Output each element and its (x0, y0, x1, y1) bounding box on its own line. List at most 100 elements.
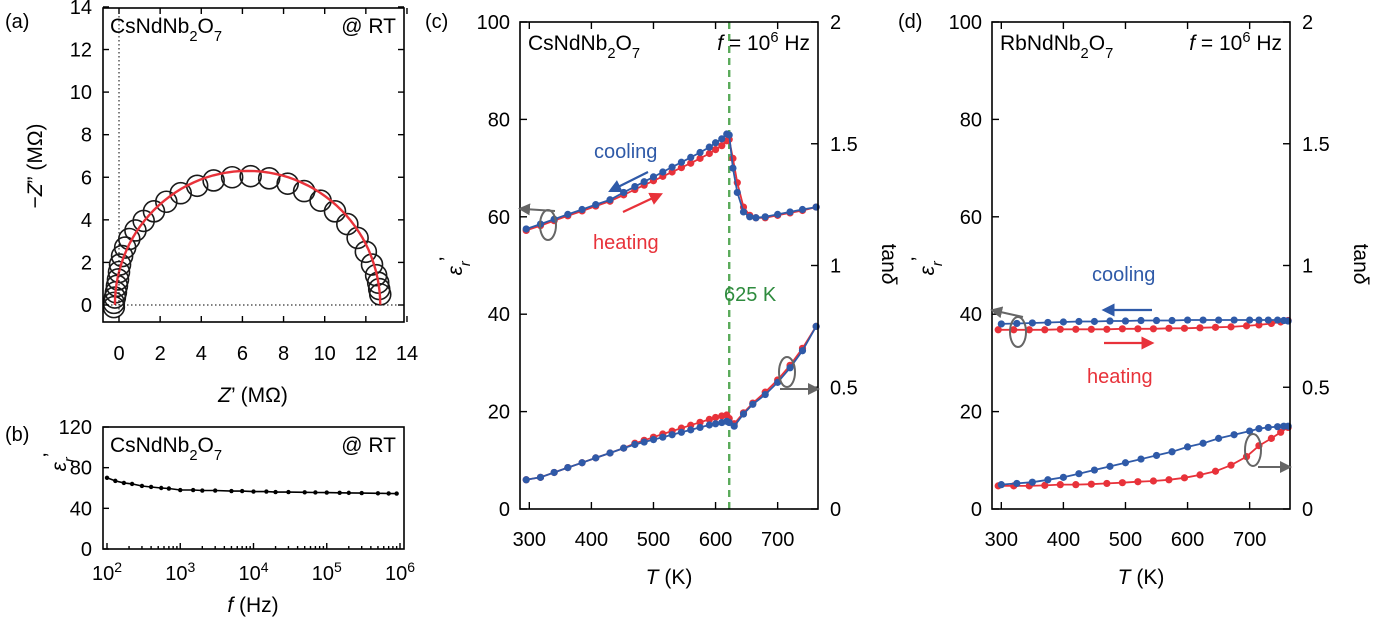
panel-d-letter: (d) (898, 11, 922, 33)
panel-d-cooling-point (1264, 423, 1272, 432)
panel-b-point (386, 491, 391, 496)
panel-c-ytick-left-label: 0 (499, 499, 510, 521)
panel-d-ytick-left-label: 60 (960, 207, 982, 229)
panel-d-left-axis-arrow (990, 306, 1024, 319)
panel-d-heating-label: heating (1087, 366, 1153, 388)
panel-d-ticks: 300 400 500 600 700 0 20 40 60 80 100 0 0.5 1 1.5 2 (949, 12, 1330, 551)
panel-d: 300 400 500 600 700 0 20 40 60 80 100 0 0.5 1 1.5 2 (d)… (898, 11, 1372, 589)
panel-d-xtick-label: 400 (1047, 529, 1080, 551)
panel-b-point (313, 490, 318, 495)
panel-b-point (200, 488, 205, 493)
panel-d-cooling-left-line (1001, 319, 1289, 325)
panel-c-letter: (c) (425, 11, 448, 33)
panel-d-cooling-point (1028, 319, 1036, 327)
panel-b-point (190, 487, 196, 493)
panel-c-cooling-point (687, 426, 695, 434)
panel-c-heating-point (696, 154, 704, 162)
panel-c-cooling-point (592, 454, 600, 462)
panel-a-point (346, 226, 369, 250)
panel-a-condition-label: @ RT (341, 15, 396, 38)
panel-c-ticks: 300 400 500 600 700 0 20 40 60 80 100 0 0.5 1 1.5 2 (477, 12, 858, 551)
panel-b-point (302, 490, 307, 495)
panel-d-cooling-point (1075, 317, 1083, 326)
panel-c-heating-point (705, 415, 713, 423)
panel-a-point (257, 167, 281, 190)
panel-c-frequency-label: f = 106 Hz (717, 30, 810, 55)
panel-c-xtick-label: 400 (575, 529, 608, 551)
panel-d-cooling-point (1090, 466, 1099, 474)
panel-d-heating-point (1149, 477, 1158, 485)
panel-c-ytick-right-label: 2 (830, 12, 841, 34)
panel-c-cooling-point (631, 440, 639, 449)
panel-d-sample-label: RbNdNb2O7 (1000, 32, 1113, 62)
panel-b-point (104, 475, 110, 481)
panel-d-cooling-point (1013, 479, 1021, 488)
panel-c-cooling-point (705, 421, 713, 429)
panel-d-ytick-right-label: 0.5 (1302, 377, 1330, 399)
panel-c-ylabel-left: εr’ (436, 257, 474, 276)
panel-c-xtick-label: 300 (513, 529, 546, 551)
panel-d-heating-point (1118, 325, 1126, 333)
panel-a-ytick-label: 4 (81, 210, 92, 232)
panel-c-cooling-point (620, 188, 628, 197)
panel-b-point (178, 487, 183, 493)
panel-d-cooling-point (1168, 448, 1176, 456)
panel-d-cooling-point (1230, 431, 1238, 439)
panel-b-point (273, 489, 278, 495)
panel-c-transition-label: 625 K (724, 284, 777, 306)
panel-a-point (220, 165, 244, 189)
panel-b-point (394, 491, 399, 496)
panel-b-point (286, 489, 291, 495)
panel-c-heating-point (711, 413, 720, 422)
panel-a-ytick-label: 8 (81, 125, 92, 147)
panel-c-ytick-left-label: 100 (477, 12, 510, 34)
panel-a-point (366, 271, 390, 294)
panel-d-cooling-point (1255, 316, 1263, 324)
panel-d-heating-point (1025, 326, 1033, 334)
panel-d-cooling-point (997, 320, 1005, 328)
panel-d-xtick-label: 500 (1109, 529, 1142, 551)
panel-c-cooling-point (696, 423, 704, 432)
panel-d-ytick-left-label: 40 (960, 304, 982, 326)
panel-d-heating-point (1165, 476, 1173, 484)
panel-c-cooling-point (606, 449, 614, 457)
panel-d-cooling-right-line (1001, 425, 1289, 486)
panel-c-cooling-point (677, 428, 686, 436)
panel-d-heating-point (1196, 471, 1204, 479)
panel-c-ylabel-right: tanδ (877, 244, 900, 285)
panel-d-cooling-point (1273, 316, 1282, 324)
panel-d-left-axis-marker (1009, 316, 1027, 348)
panel-d-heating-point (1056, 325, 1064, 333)
panel-a-xtick-label: 2 (155, 343, 166, 365)
panel-c-ytick-right-label: 0.5 (830, 377, 858, 399)
panel-d-cooling-point (1059, 318, 1067, 326)
panel-d-heating-point (1211, 467, 1220, 475)
panel-d-cooling-point (1264, 316, 1272, 324)
panel-d-ytick-right-label: 2 (1302, 12, 1313, 34)
panel-a-ytick-label: 6 (81, 167, 92, 189)
panel-b-point (375, 491, 381, 496)
panel-c-cooling-point (798, 205, 807, 214)
panel-d-xtick-label: 700 (1233, 529, 1266, 551)
panel-a-point (276, 172, 299, 195)
panel-b: 102 103 104 105 106 0 40 80 120 (b) f (Hz) εr’ C… (5, 417, 415, 617)
panel-a-ticks: 0 2 4 6 8 10 12 14 0 2 4 6 8 10 12 14 (70, 0, 418, 365)
panel-a-ytick-label: 10 (70, 82, 92, 104)
panel-a-point (323, 200, 347, 223)
panel-d-cooling-point (1106, 317, 1114, 325)
panel-c-heating-point (696, 418, 704, 426)
panel-d-heating-point (1196, 324, 1204, 332)
panel-d-cooling-point (1044, 476, 1052, 484)
panel-a-point (354, 240, 378, 264)
panel-b-point (251, 489, 256, 494)
panel-c-cooling-point (725, 131, 733, 139)
panel-b-xlabel: f (Hz) (227, 594, 278, 617)
panel-b-point (324, 490, 329, 495)
panel-c-cooling-point (739, 410, 748, 418)
panel-c-ytick-left-label: 80 (488, 109, 510, 131)
panel-d-cooling-point (1199, 316, 1207, 324)
panel-c-ytick-right-label: 0 (830, 499, 841, 521)
panel-d-cooling-point (1152, 451, 1161, 460)
panel-d-heating-point (1180, 474, 1189, 482)
panel-d-heating-point (1227, 461, 1235, 469)
